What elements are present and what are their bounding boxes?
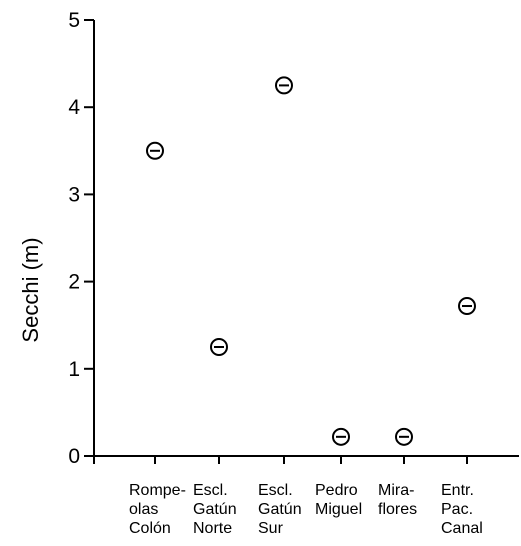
data-point — [275, 76, 293, 95]
y-tick-label: 5 — [68, 9, 80, 32]
y-tick-label: 2 — [68, 271, 80, 294]
x-tick-label: Entr. Pac. Canal — [441, 482, 483, 537]
data-point — [146, 141, 164, 160]
x-tick-label: Mira-flores — [378, 482, 417, 518]
chart-points — [146, 76, 476, 446]
x-tick-label: Pedro Miguel — [315, 482, 362, 518]
y-axis-title: Secchi (m) — [18, 237, 43, 342]
x-tick-label: Escl. Gatún Sur — [258, 482, 302, 537]
y-tick-label: 0 — [68, 445, 80, 468]
y-tick-label: 4 — [68, 96, 80, 119]
data-point — [395, 427, 413, 446]
data-point — [458, 297, 476, 316]
x-tick-label: Rompe-olas Colón — [129, 482, 186, 537]
data-point — [210, 338, 228, 356]
x-tick-label: Escl. Gatún Norte — [193, 482, 237, 537]
y-tick-label: 3 — [68, 183, 80, 206]
data-point — [332, 427, 350, 446]
y-tick-label: 1 — [68, 358, 80, 381]
